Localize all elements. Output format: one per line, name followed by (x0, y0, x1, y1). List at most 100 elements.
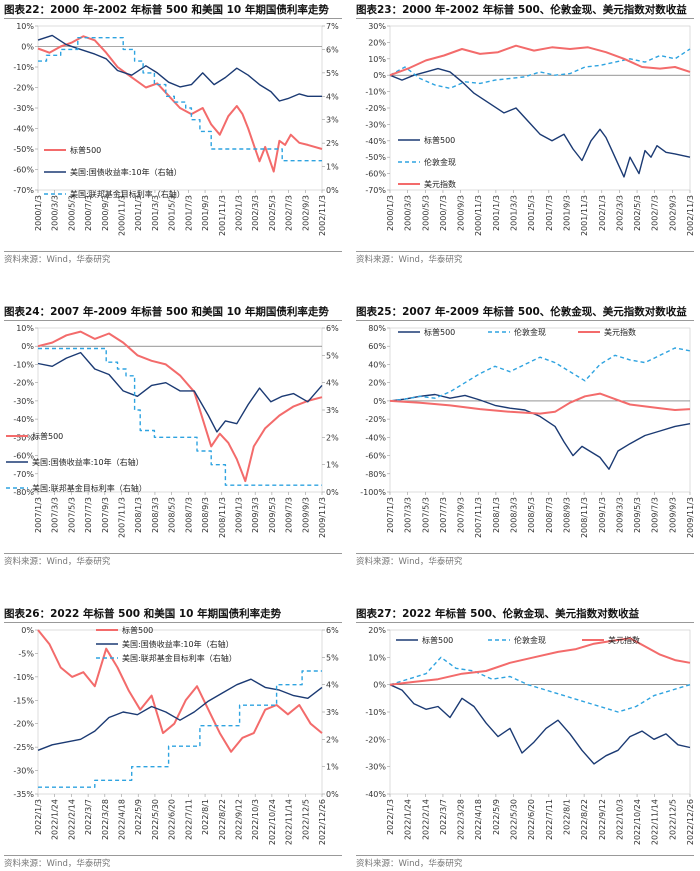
legend-label: 美国:联邦基金目标利率（右轴） (70, 189, 185, 199)
x-tick-label: 2008/11/3 (218, 497, 227, 538)
y-right-tick-label: 4% (326, 379, 339, 388)
y-right-tick-label: 4% (326, 681, 339, 690)
chart-27: -40% -30% -20% -10% 0% 10% 20% 2022/1/3 2022/1/2… (365, 626, 695, 845)
chart-title-23: 图表23：2000 年-2002 年标普 500、伦敦金现、美元指数对数收益 (356, 4, 687, 16)
legend-item-3: 美元指数 (578, 327, 636, 337)
x-tick-label: 2000/11/3 (474, 195, 483, 236)
y-left-tick-label: -30% (13, 397, 34, 406)
x-tick-label: 2007/7/3 (439, 497, 448, 533)
chart-title-27: 图表27：2022 年标普 500、伦敦金现、美元指数对数收益 (356, 608, 640, 620)
x-tick-label: 2002/9/3 (301, 195, 310, 231)
chart-23: -70% -60% -50% -40% -30% -20% -10% 0% 10% 20% 30% 2… (365, 22, 695, 236)
legend-label: 伦敦金现 (514, 635, 546, 645)
y-left-tick-label: -15% (13, 696, 34, 705)
legend-item-2: 伦敦金现 (488, 327, 546, 337)
chart-panel-23: 图表23：2000 年-2002 年标普 500、伦敦金现、美元指数对数收益 -… (356, 2, 696, 265)
title-rule-26 (4, 622, 342, 623)
y-left-tick-label: -40% (13, 125, 34, 134)
y-left-tick-label: 0% (373, 681, 386, 690)
chart-panel-22: 图表22：2000 年-2002 年标普 500 和美国 10 年期国债利率走势… (4, 2, 344, 265)
x-tick-label: 2022/3/28 (101, 799, 110, 840)
legend-label: 标普500 (32, 431, 63, 441)
y-right-tick-label: 5% (326, 69, 339, 78)
legend-item-1: 标普500 (44, 145, 101, 155)
y-left-tick-label: 10% (16, 324, 34, 333)
legend-item-2: 美国:国债收益率:10年（右轴） (96, 639, 234, 649)
y-left-tick-label: 20% (368, 38, 386, 47)
x-tick-label: 2022/5/9 (492, 799, 501, 835)
y-left-tick-label: 30% (368, 22, 386, 31)
y-left-tick-label: 0% (21, 626, 34, 635)
y-left-tick-label: -50% (13, 433, 34, 442)
y-left-tick-label: 0% (373, 71, 386, 80)
y-left-tick-label: 80% (368, 324, 386, 333)
legend-label: 美国:国债收益率:10年（右轴） (70, 167, 182, 177)
y-left-tick-label: -70% (365, 186, 386, 195)
series-line-3 (38, 670, 322, 788)
source-rule-23 (356, 251, 694, 252)
y-right-tick-label: 3% (326, 406, 339, 415)
y-left-tick-label: 20% (368, 626, 386, 635)
legend-label: 美国:国债收益率:10年（右轴） (122, 639, 234, 649)
y-left-tick-label: -70% (13, 470, 34, 479)
series-line-2 (389, 347, 691, 402)
legend-item-3: 美国:联邦基金目标利率（右轴） (6, 483, 147, 493)
chart-title-26: 图表26：2022 年标普 500 和美国 10 年期国债利率走势 (4, 608, 282, 620)
x-tick-label: 2022/1/24 (51, 799, 60, 840)
x-tick-label: 2008/3/3 (151, 497, 160, 533)
x-tick-label: 2000/1/3 (34, 195, 43, 231)
chart-title-22: 图表22：2000 年-2002 年标普 500 和美国 10 年期国债利率走势 (4, 4, 329, 16)
title-rule-23 (356, 18, 694, 19)
x-tick-label: 2002/11/3 (686, 195, 695, 236)
y-left-tick-label: -60% (365, 452, 386, 461)
legend-label: 伦敦金现 (424, 157, 456, 167)
y-right-tick-label: 2% (326, 433, 339, 442)
y-left-tick-label: -20% (365, 415, 386, 424)
x-tick-label: 2009/3/3 (251, 497, 260, 533)
source-rule-27 (356, 855, 694, 856)
x-tick-label: 2000/3/3 (404, 195, 413, 231)
series-line-3 (38, 36, 322, 162)
x-tick-label: 2009/7/3 (285, 497, 294, 533)
x-tick-label: 2022/10/3 (251, 799, 260, 840)
title-rule-22 (4, 18, 342, 19)
x-tick-label: 2002/11/3 (318, 195, 327, 236)
title-rule-25 (356, 320, 694, 321)
y-left-tick-label: -30% (365, 763, 386, 772)
y-left-tick-label: -50% (365, 153, 386, 162)
y-right-tick-label: 5% (326, 351, 339, 360)
x-tick-label: 2022/10/24 (268, 799, 277, 845)
x-tick-label: 2022/10/3 (615, 799, 624, 840)
x-tick-label: 2022/6/20 (527, 799, 536, 840)
x-tick-label: 2002/7/3 (651, 195, 660, 231)
series-line-1 (37, 35, 323, 173)
x-tick-label: 2001/7/3 (184, 195, 193, 231)
x-tick-label: 2002/1/3 (234, 195, 243, 231)
y-right-tick-label: 0% (326, 488, 339, 497)
x-tick-label: 2007/5/3 (421, 497, 430, 533)
legend-label: 美元指数 (424, 179, 456, 189)
x-tick-label: 2007/7/3 (84, 497, 93, 533)
x-tick-label: 2008/1/3 (492, 497, 501, 533)
x-tick-label: 2007/1/3 (34, 497, 43, 533)
x-tick-label: 2022/9/12 (598, 799, 607, 840)
legend-label: 美国:联邦基金目标利率（右轴） (122, 653, 237, 663)
y-right-tick-label: 1% (326, 163, 339, 172)
x-tick-label: 2022/12/26 (686, 799, 695, 845)
x-tick-label: 2022/9/12 (234, 799, 243, 840)
chart-source-25: 资料来源：Wind，华泰研究 (356, 557, 463, 567)
y-left-tick-label: -40% (365, 790, 386, 799)
y-left-tick-label: 10% (368, 55, 386, 64)
y-left-tick-label: -100% (360, 488, 386, 497)
chart-source-22: 资料来源：Wind，华泰研究 (4, 255, 111, 265)
series-line-3 (38, 347, 322, 486)
x-tick-label: 2002/5/3 (633, 195, 642, 231)
x-tick-label: 2000/5/3 (421, 195, 430, 231)
chart-source-26: 资料来源：Wind，华泰研究 (4, 859, 111, 869)
x-tick-label: 2000/11/3 (118, 195, 127, 236)
x-tick-label: 2002/3/3 (251, 195, 260, 231)
x-tick-label: 2000/1/3 (386, 195, 395, 231)
y-left-tick-label: -10% (365, 88, 386, 97)
y-left-tick-label: -25% (13, 743, 34, 752)
legend-item-2: 美国:国债收益率:10年（右轴） (6, 457, 144, 467)
